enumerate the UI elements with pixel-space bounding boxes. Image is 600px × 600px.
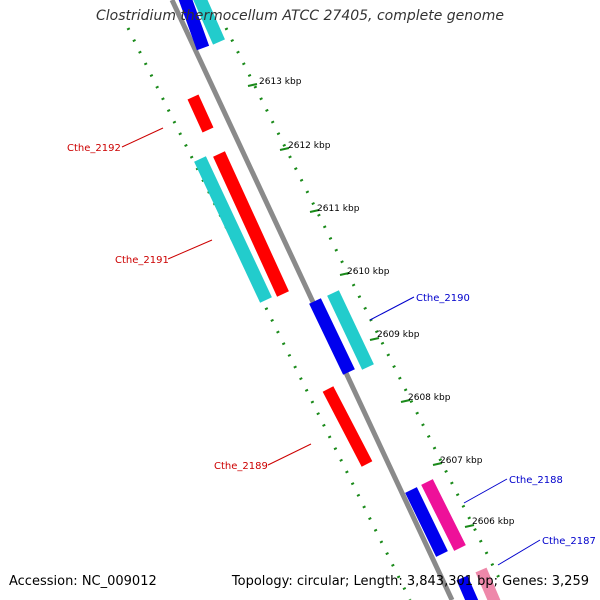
gene-label-cthe-2188[interactable]: Cthe_2188 bbox=[509, 475, 563, 486]
tick-label-2613: 2613 kbp bbox=[259, 77, 302, 87]
tick-label-2607: 2607 kbp bbox=[440, 456, 483, 466]
gene-label-cthe-2192[interactable]: Cthe_2192 bbox=[67, 143, 121, 154]
kbp-ruler-track bbox=[224, 27, 502, 581]
gene-cthe-2192[interactable] bbox=[187, 94, 214, 133]
gene-label-cthe-2187[interactable]: Cthe_2187 bbox=[542, 536, 596, 547]
tick-label-2606: 2606 kbp bbox=[472, 517, 515, 527]
tick-label-2612: 2612 kbp bbox=[288, 141, 331, 151]
genome-title: Clostridium thermocellum ATCC 27405, com… bbox=[96, 8, 504, 24]
gene-cthe-2191-red[interactable] bbox=[213, 151, 289, 297]
gene-label-cthe-2191[interactable]: Cthe_2191 bbox=[115, 255, 169, 266]
gene-cthe-2189[interactable] bbox=[322, 386, 373, 467]
gene-blue-top[interactable] bbox=[178, 0, 210, 51]
gene-cthe-2190-blue[interactable] bbox=[309, 298, 355, 375]
gene-label-cthe-2189[interactable]: Cthe_2189 bbox=[214, 461, 268, 472]
gene-cthe-2191-cyan[interactable] bbox=[194, 156, 272, 303]
genome-summary-text: Topology: circular; Length: 3,843,301 bp… bbox=[231, 574, 589, 589]
gene-cthe-2188-blue[interactable] bbox=[405, 487, 448, 557]
gene-cthe-2190-cyan[interactable] bbox=[327, 290, 374, 370]
gene-label-cthe-2190[interactable]: Cthe_2190 bbox=[416, 293, 470, 304]
genome-backbone bbox=[169, 0, 455, 600]
gene-cthe-2187-pink[interactable] bbox=[475, 567, 501, 600]
gene-cthe-2188-magenta[interactable] bbox=[421, 479, 466, 551]
tick-label-2611: 2611 kbp bbox=[317, 204, 360, 214]
kbp-ticks bbox=[247, 83, 475, 528]
feature-track-left bbox=[126, 27, 412, 600]
tick-label-2610: 2610 kbp bbox=[347, 267, 390, 277]
accession-text: Accession: NC_009012 bbox=[9, 574, 157, 589]
gene-cthe-2187-blue[interactable] bbox=[456, 575, 479, 600]
gene-features bbox=[178, 0, 501, 600]
tick-label-2608: 2608 kbp bbox=[408, 393, 451, 403]
gene-cyan-top[interactable] bbox=[193, 0, 225, 45]
tick-label-2609: 2609 kbp bbox=[377, 330, 420, 340]
label-connectors bbox=[121, 127, 541, 566]
